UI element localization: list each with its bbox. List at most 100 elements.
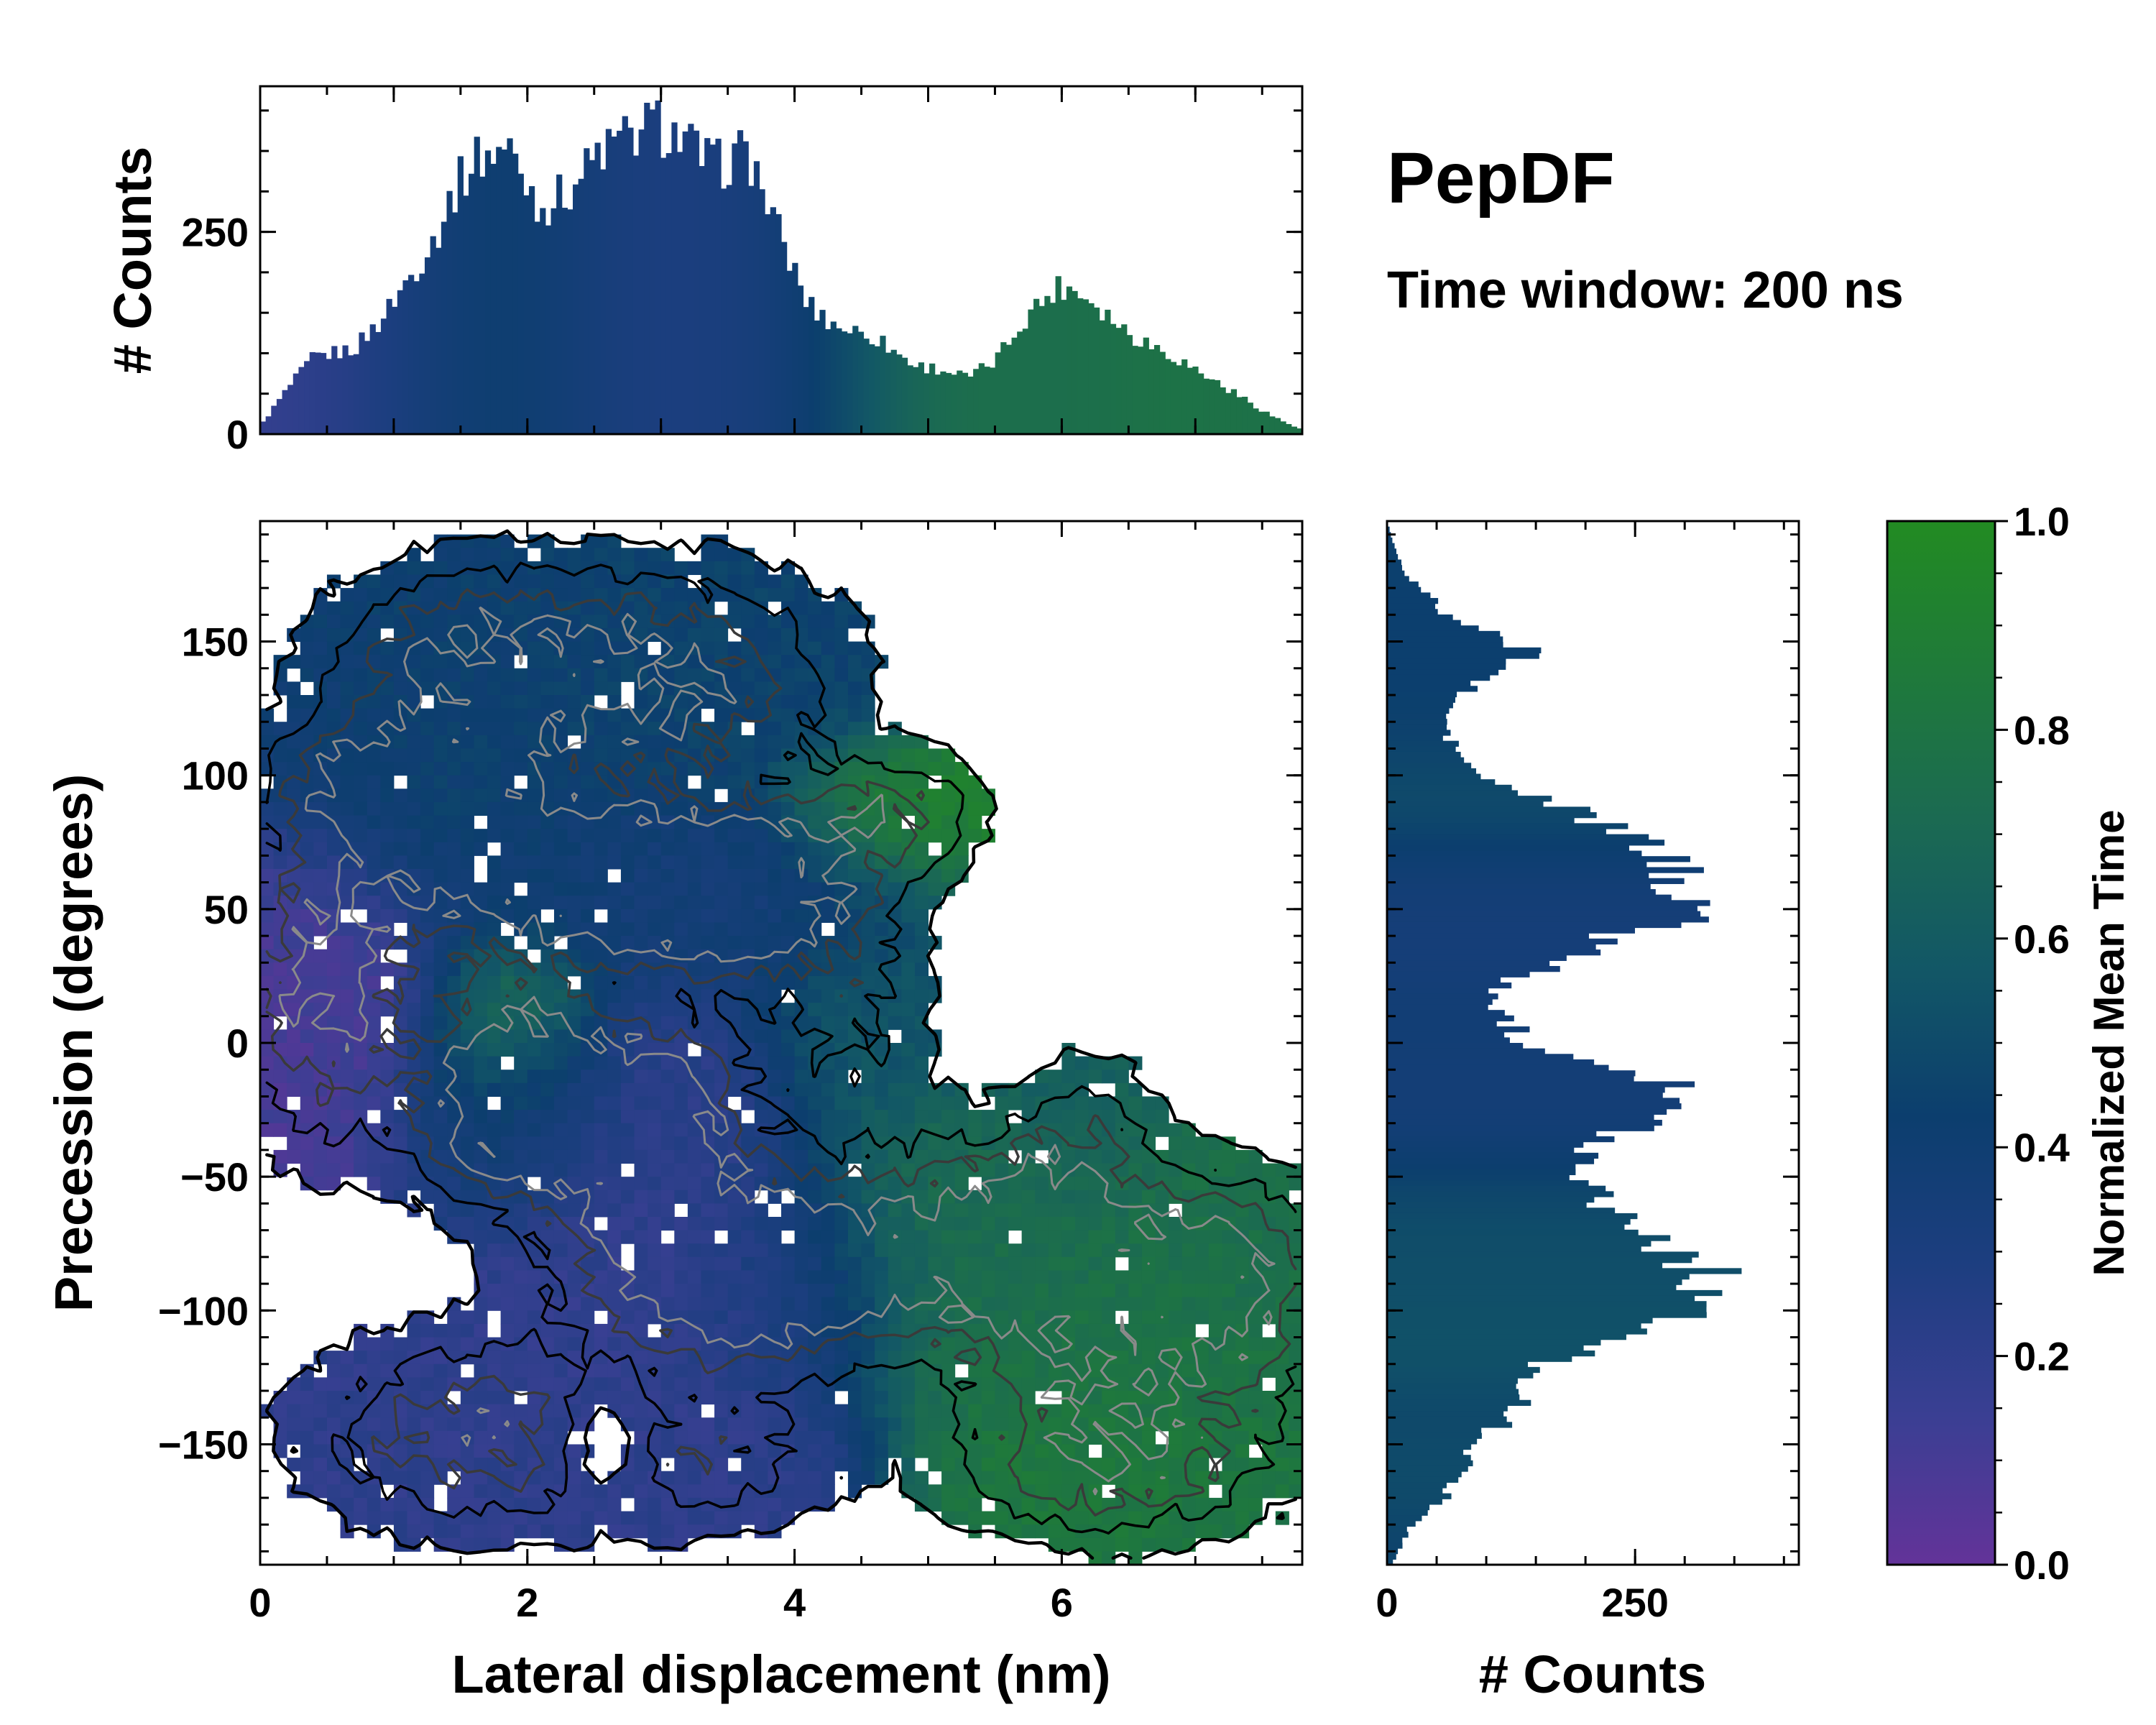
right-histogram-bar <box>1387 1289 1723 1297</box>
colorbar-tick-label: 0.6 <box>2014 916 2070 962</box>
top-histogram-bar <box>517 173 524 434</box>
heatmap-cell <box>607 1190 622 1204</box>
heatmap-cell <box>1061 1404 1076 1418</box>
heatmap-cell <box>727 1511 742 1525</box>
heatmap-cell <box>847 1190 862 1204</box>
heatmap-cell <box>313 1136 328 1151</box>
heatmap-cell <box>1222 1230 1236 1244</box>
heatmap-cell <box>1208 1377 1222 1392</box>
top-histogram-bar <box>1011 337 1018 434</box>
heatmap-cell <box>340 801 354 816</box>
heatmap-cell <box>581 1110 595 1124</box>
heatmap-cell <box>1035 1177 1049 1191</box>
heatmap-cell <box>875 1203 889 1218</box>
heatmap-cell <box>287 1149 301 1164</box>
heatmap-cell <box>701 641 715 656</box>
heatmap-cell <box>540 1163 555 1177</box>
right-histogram-bar <box>1387 1185 1606 1192</box>
heatmap-cell <box>607 1497 622 1512</box>
heatmap-cell <box>781 922 796 937</box>
heatmap-cell <box>380 1110 395 1124</box>
heatmap-cell <box>1181 1149 1196 1164</box>
heatmap-cell <box>326 1404 341 1418</box>
heatmap-cell <box>768 1297 782 1311</box>
heatmap-cell <box>340 1377 354 1392</box>
heatmap-cell <box>1262 1190 1276 1204</box>
heatmap-cell <box>1208 1270 1222 1284</box>
heatmap-cell <box>340 588 354 602</box>
heatmap-cell <box>941 762 956 776</box>
right-histogram-bars <box>1387 521 1742 1565</box>
heatmap-cell <box>354 1043 368 1057</box>
heatmap-cell <box>1061 1363 1076 1378</box>
heatmap-cell <box>847 815 862 829</box>
heatmap-cell <box>581 574 595 589</box>
heatmap-cell <box>313 989 328 1003</box>
heatmap-cell <box>901 1110 916 1124</box>
right-histogram-bar <box>1387 1460 1473 1467</box>
top-histogram-bar <box>1209 379 1215 434</box>
heatmap-cell <box>634 855 648 870</box>
heatmap-cell <box>514 574 528 589</box>
heatmap-cell <box>1021 1136 1036 1151</box>
heatmap-cell <box>567 1377 581 1392</box>
heatmap-cell <box>727 1163 742 1177</box>
heatmap-cell <box>914 855 929 870</box>
heatmap-cell <box>674 1230 688 1244</box>
heatmap-cell <box>861 1337 875 1351</box>
heatmap-cell <box>648 1110 662 1124</box>
heatmap-cell <box>1048 1284 1062 1298</box>
heatmap-cell <box>620 601 635 615</box>
heatmap-cell <box>1289 1230 1302 1244</box>
heatmap-cell <box>540 1377 555 1392</box>
heatmap-cell <box>834 1351 849 1365</box>
heatmap-cell <box>474 548 488 562</box>
heatmap-cell <box>674 561 688 575</box>
heatmap-cell <box>727 1297 742 1311</box>
heatmap-cell <box>914 949 929 963</box>
heatmap-cell <box>794 1484 808 1499</box>
heatmap-cell <box>741 855 755 870</box>
heatmap-cell <box>447 708 461 722</box>
heatmap-cell <box>393 1177 407 1191</box>
top-histogram-bar <box>1159 351 1166 434</box>
heatmap-cell <box>954 1256 969 1271</box>
heatmap-cell <box>968 1297 982 1311</box>
heatmap-cell <box>808 1082 822 1097</box>
heatmap-cell <box>1088 1096 1102 1110</box>
heatmap-cell <box>540 869 555 883</box>
heatmap-cell <box>460 681 474 696</box>
main-map-xlabel: Lateral displacement (nm) <box>451 1644 1110 1704</box>
heatmap-cell <box>607 561 622 575</box>
heatmap-cell <box>914 829 929 843</box>
heatmap-cell <box>1128 1230 1143 1244</box>
heatmap-cell <box>260 1096 275 1110</box>
heatmap-cell <box>313 1163 328 1177</box>
right-histogram-bar <box>1387 1191 1614 1197</box>
heatmap-cell <box>847 1270 862 1284</box>
heatmap-cell <box>1275 1297 1289 1311</box>
right-histogram-bar <box>1387 691 1457 698</box>
heatmap-cell <box>768 708 782 722</box>
heatmap-cell <box>648 1163 662 1177</box>
heatmap-cell <box>901 1377 916 1392</box>
heatmap-cell <box>834 1110 849 1124</box>
heatmap-cell <box>460 801 474 816</box>
heatmap-cell <box>1061 1351 1076 1365</box>
right-histogram-bar <box>1387 1405 1508 1412</box>
heatmap-cell <box>794 975 808 990</box>
heatmap-cell <box>553 1363 568 1378</box>
heatmap-cell <box>888 1096 902 1110</box>
heatmap-cell <box>367 775 381 789</box>
heatmap-cell <box>1155 1391 1169 1405</box>
heatmap-cell <box>901 962 916 977</box>
top-histogram-bar <box>1094 307 1100 434</box>
heatmap-cell <box>1169 1177 1183 1191</box>
heatmap-cell <box>1088 1056 1102 1070</box>
heatmap-cell <box>914 1243 929 1258</box>
heatmap-cell <box>433 561 448 575</box>
heatmap-cell <box>794 1284 808 1298</box>
heatmap-cell <box>607 1056 622 1070</box>
heatmap-cell <box>1102 1444 1116 1458</box>
right-histogram-bar <box>1387 636 1503 643</box>
